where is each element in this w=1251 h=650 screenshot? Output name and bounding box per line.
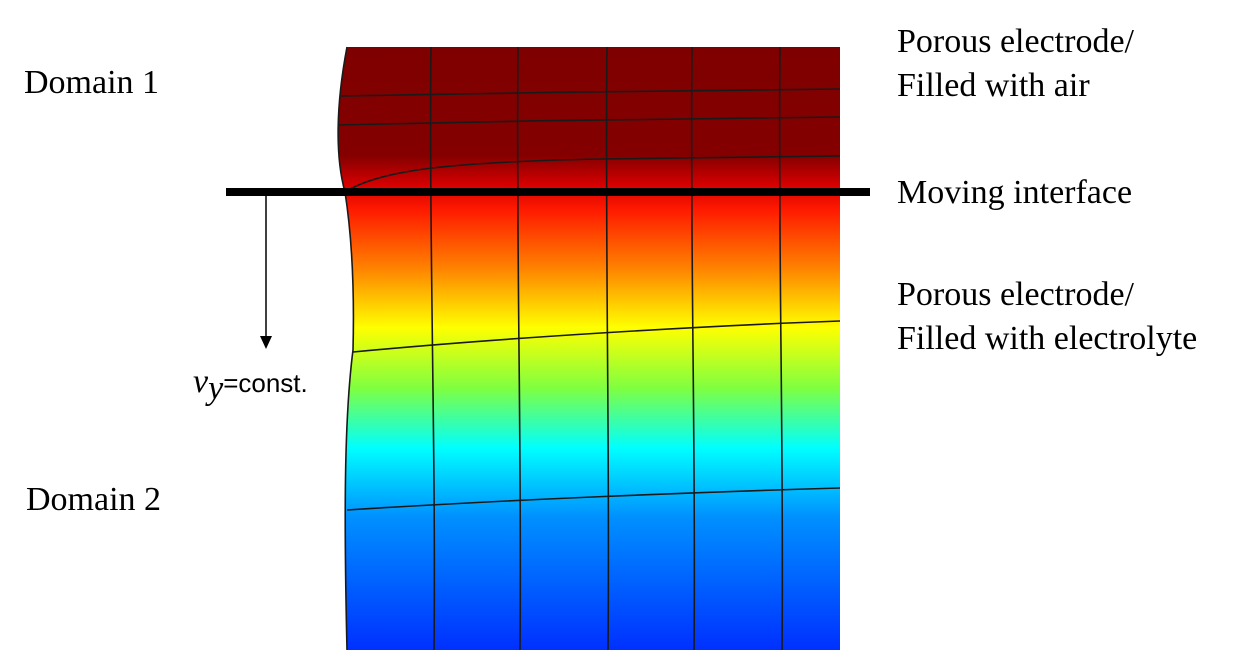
mesh-line [778, 46, 784, 650]
mesh-line [605, 46, 610, 650]
region-label: Porous electrode/ [897, 23, 1135, 60]
interface-label: Moving interface [897, 174, 1132, 211]
arrow-head [260, 336, 272, 349]
region-label: Filled with electrolyte [897, 320, 1197, 357]
mesh-line [344, 155, 841, 193]
mesh-line [516, 46, 522, 650]
velocity-subscript: y [205, 370, 224, 407]
mesh-line [690, 46, 696, 650]
domain-label: Domain 1 [24, 64, 159, 101]
field-region [338, 47, 840, 650]
mesh-line [352, 320, 841, 353]
left-boundary [337, 46, 355, 650]
velocity-symbol: v [193, 363, 209, 400]
region-label: Porous electrode/ [897, 276, 1135, 313]
region-label: Filled with air [897, 67, 1090, 104]
velocity-text: =const. [223, 368, 308, 398]
mesh-line [346, 487, 841, 511]
domain-label: Domain 2 [26, 481, 161, 518]
mesh-field [337, 46, 841, 650]
mesh-line [429, 46, 436, 650]
velocity-label: vy=const. [193, 363, 308, 407]
